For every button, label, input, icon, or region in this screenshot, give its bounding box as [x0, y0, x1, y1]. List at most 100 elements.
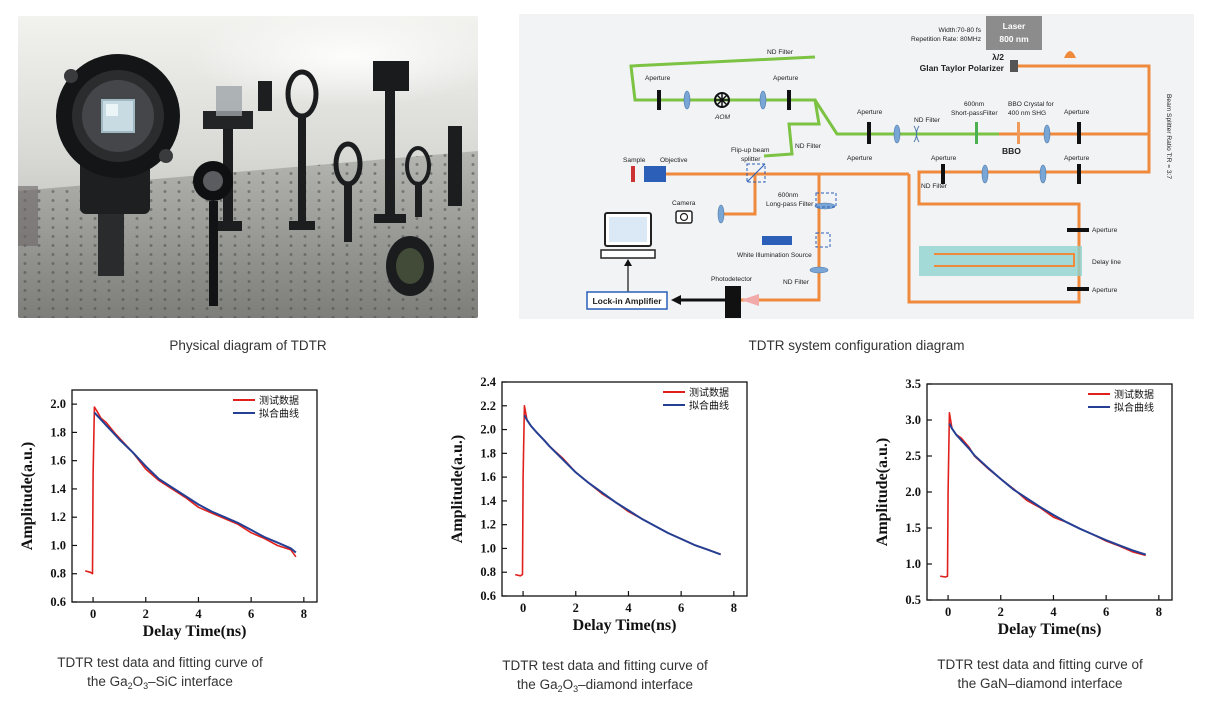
- nd-filter-pd: ND Filter: [783, 279, 810, 286]
- y-tick-label: 0.8: [50, 567, 66, 581]
- x-tick-label: 8: [301, 607, 307, 621]
- y-tick-label: 2.2: [480, 399, 496, 413]
- x-tick-label: 4: [195, 607, 202, 621]
- plot-frame: [501, 381, 748, 597]
- y-tick-label: 2.5: [905, 449, 921, 463]
- x-tick-label: 0: [520, 601, 526, 615]
- photodetector-icon: [725, 286, 741, 318]
- beam-splitter-ratio: Beam Splitter Ratio T:R = 3:7: [1165, 94, 1172, 179]
- y-tick-label: 1.2: [50, 510, 66, 524]
- caption-1-line2: the Ga2O3–SiC interface: [87, 674, 233, 691]
- plot-frame: [71, 389, 318, 603]
- caption-2-line1: TDTR test data and fitting curve of: [502, 658, 708, 673]
- x-tick-label: 2: [998, 605, 1004, 619]
- lock-in-box: [586, 291, 668, 310]
- objective-label: Objective: [660, 157, 688, 164]
- measured-data-line: [940, 411, 1146, 578]
- schematic-caption: TDTR system configuration diagram: [748, 338, 965, 353]
- plot-frame: [926, 383, 1173, 601]
- caption-1-line1: TDTR test data and fitting curve of: [57, 655, 263, 670]
- x-axis-label: Delay Time(ns): [143, 623, 247, 640]
- y-axis-label: Amplitude(a.u.): [874, 438, 891, 546]
- white-illumination-label: White Illumination Source: [737, 252, 812, 259]
- fitted-curve-line: [523, 414, 722, 556]
- nd-filter-flip: ND Filter: [795, 143, 822, 150]
- probe-beam-path: [649, 64, 1151, 304]
- y-tick-label: 1.6: [50, 454, 66, 468]
- x-tick-label: 0: [90, 607, 96, 621]
- caption-2-line2: the Ga2O3–diamond interface: [517, 677, 693, 694]
- computer-icon: [600, 212, 656, 259]
- y-tick-label: 1.5: [905, 521, 921, 535]
- x-tick-label: 8: [1156, 605, 1162, 619]
- laser-box: [986, 16, 1042, 50]
- bbo-crystal-1: BBO Crystal for: [1008, 101, 1055, 108]
- long-pass-2: Long-pass Filter: [766, 201, 814, 208]
- pulse-width: Width:70-80 fs: [938, 27, 981, 34]
- aperture-5: Aperture: [931, 155, 957, 162]
- tdtr-photo: [18, 16, 478, 318]
- objective: [644, 166, 666, 182]
- sample-label: Sample: [623, 157, 646, 164]
- lock-in-label: Lock-in Amplifier: [592, 296, 662, 306]
- legend-label: 拟合曲线: [259, 407, 299, 420]
- lenses: [683, 90, 1051, 274]
- chart-caption-3: TDTR test data and fitting curve of the …: [890, 655, 1190, 693]
- y-tick-label: 1.2: [480, 518, 496, 532]
- x-tick-label: 6: [248, 607, 254, 621]
- x-tick-label: 4: [625, 601, 632, 615]
- aperture-6: Aperture: [1064, 155, 1090, 162]
- x-tick-label: 2: [143, 607, 149, 621]
- camera-label: Camera: [672, 200, 696, 207]
- bbo-crystal-2: 400 nm SHG: [1008, 110, 1046, 117]
- laser-title: Laser: [1003, 21, 1026, 31]
- y-tick-label: 0.6: [50, 595, 66, 609]
- y-tick-label: 1.8: [480, 446, 496, 460]
- y-tick-label: 1.6: [480, 470, 496, 484]
- y-tick-label: 0.8: [480, 565, 496, 579]
- pump-beam-path: [629, 55, 999, 158]
- tdtr-schematic: Laser 800 nm Width:70-80 fs Repetition R…: [519, 14, 1194, 319]
- legend-label: 测试数据: [1114, 388, 1154, 401]
- bbo-label: BBO: [1002, 146, 1021, 156]
- y-tick-label: 2.0: [480, 423, 496, 437]
- x-tick-label: 6: [678, 601, 684, 615]
- chart-caption-1: TDTR test data and fitting curve of the …: [10, 653, 310, 691]
- flip-up-1: Flip-up beam: [731, 147, 770, 154]
- nd-filter-mid: ND Filter: [914, 117, 941, 124]
- legend-label: 拟合曲线: [689, 399, 729, 412]
- aperture-7: Aperture: [847, 155, 873, 162]
- y-axis-label: Amplitude(a.u.): [19, 442, 36, 550]
- x-axis-label: Delay Time(ns): [573, 617, 677, 634]
- x-tick-label: 2: [573, 601, 579, 615]
- y-tick-label: 1.4: [480, 494, 496, 508]
- aperture-3: Aperture: [857, 109, 883, 116]
- aperture-1: Aperture: [645, 75, 671, 82]
- delay-stage: [919, 246, 1082, 276]
- y-tick-label: 3.5: [905, 377, 921, 391]
- aperture-4: Aperture: [1064, 109, 1090, 116]
- x-tick-label: 6: [1103, 605, 1109, 619]
- x-tick-label: 8: [731, 601, 737, 615]
- y-tick-label: 1.0: [50, 538, 66, 552]
- y-tick-label: 1.0: [905, 557, 921, 571]
- nd-filter-top: ND Filter: [767, 49, 794, 56]
- y-tick-label: 0.5: [905, 593, 921, 607]
- repetition-rate: Repetition Rate: 80MHz: [911, 36, 981, 43]
- delay-line-label: Delay line: [1092, 259, 1121, 266]
- aom-label: AOM: [714, 114, 731, 121]
- legend-label: 拟合曲线: [1114, 401, 1154, 414]
- aperture-2: Aperture: [773, 75, 799, 82]
- aperture-8: Aperture: [1092, 227, 1118, 234]
- chart-ga2o3-diamond: 0 2 4 6 8 0.6 0.8 1.0 1.2 1.4 1.6 1.8 2.0 2.2 2.4 Delay…: [449, 375, 748, 634]
- chart-gan-diamond: 0 2 4 6 8 0.5 1.0 1.5 2.0 2.5 3.0 3.5 Delay Time(ns)…: [874, 377, 1173, 638]
- y-tick-label: 1.0: [480, 541, 496, 555]
- y-tick-label: 3.0: [905, 413, 921, 427]
- y-tick-label: 0.6: [480, 589, 496, 603]
- fitted-curve-line: [948, 423, 1147, 556]
- half-wave-label: λ/2: [992, 52, 1004, 62]
- y-tick-label: 2.4: [480, 375, 496, 389]
- glan-taylor-label: Glan Taylor Polarizer: [920, 63, 1005, 73]
- nd-filter-probe: ND Filter: [921, 183, 948, 190]
- x-tick-label: 4: [1050, 605, 1057, 619]
